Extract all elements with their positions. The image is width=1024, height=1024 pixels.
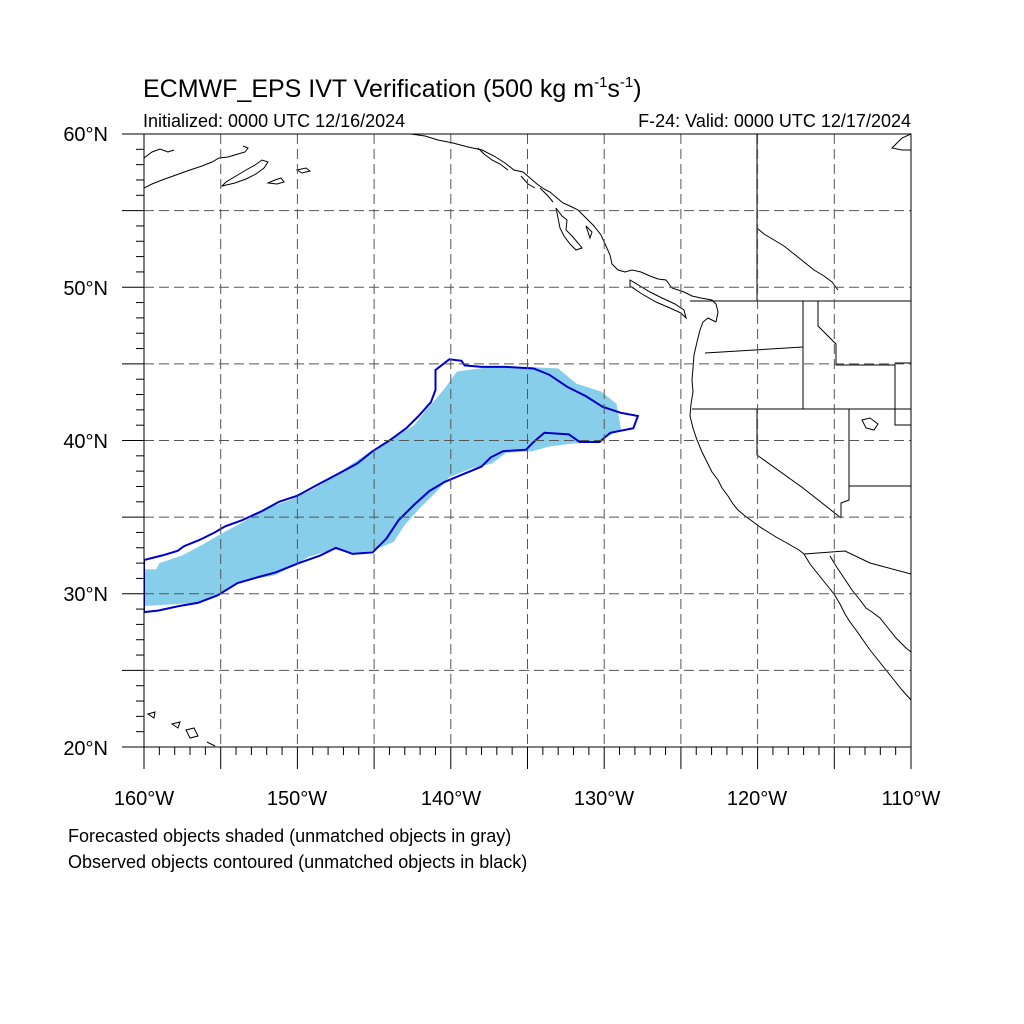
observed-legend-note: Observed objects contoured (unmatched ob…	[68, 852, 528, 872]
lon-label-120w: 120°W	[727, 788, 787, 810]
lon-label-110w: 110°W	[882, 788, 941, 810]
initialized-time: Initialized: 0000 UTC 12/16/2024	[143, 111, 405, 131]
lon-label-160w: 160°W	[114, 788, 174, 810]
axis-ticks	[122, 133, 912, 769]
map-title: ECMWF_EPS IVT Verification (500 kg m-1s-…	[143, 74, 642, 103]
valid-time: F-24: Valid: 0000 UTC 12/17/2024	[638, 111, 911, 131]
latitude-labels: 60°N 50°N 40°N 30°N 20°N	[63, 124, 108, 760]
lon-label-130w: 130°W	[574, 788, 634, 810]
forecast-object-shaded	[144, 366, 622, 606]
lat-label-50n: 50°N	[63, 278, 108, 300]
lat-label-30n: 30°N	[63, 584, 108, 606]
lon-label-150w: 150°W	[267, 788, 327, 810]
observed-object-contour	[144, 358, 640, 614]
coastlines	[144, 134, 911, 747]
lat-lon-grid	[144, 134, 911, 747]
forecast-legend-note: Forecasted objects shaded (unmatched obj…	[68, 826, 512, 846]
lat-label-60n: 60°N	[63, 124, 108, 146]
lat-label-40n: 40°N	[63, 431, 108, 453]
political-borders	[690, 134, 911, 575]
lon-label-140w: 140°W	[421, 788, 481, 810]
longitude-labels: 160°W 150°W 140°W 130°W 120°W 110°W	[114, 788, 941, 810]
lat-label-20n: 20°N	[63, 738, 108, 760]
